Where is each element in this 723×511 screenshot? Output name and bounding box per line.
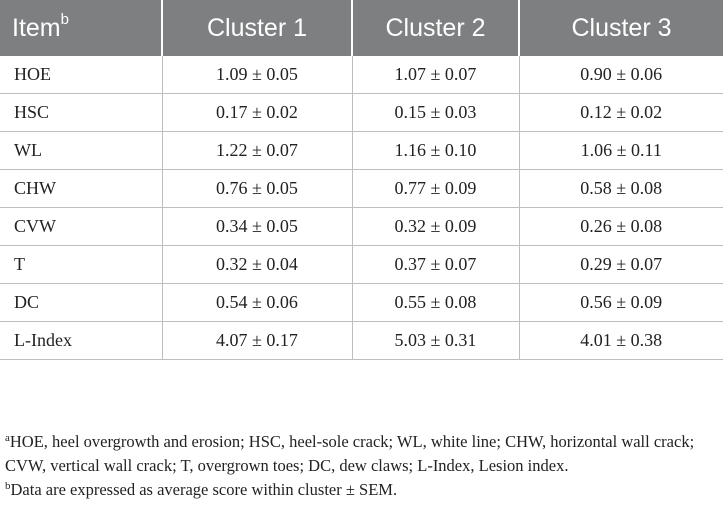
cluster-3-value: 0.56 ± 0.09 — [519, 283, 723, 322]
table-row: CHW 0.76 ± 0.05 0.77 ± 0.09 0.58 ± 0.08 — [0, 169, 723, 208]
table-header: Itemb Cluster 1 Cluster 2 Cluster 3 — [0, 0, 723, 56]
header-cluster-1: Cluster 1 — [162, 0, 353, 56]
cluster-1-value: 1.22 ± 0.07 — [162, 131, 353, 170]
cluster-2-value: 0.37 ± 0.07 — [352, 245, 520, 284]
cluster-3-value: 0.12 ± 0.02 — [519, 93, 723, 132]
table-row: WL 1.22 ± 0.07 1.16 ± 0.10 1.06 ± 0.11 — [0, 131, 723, 170]
cluster-1-value: 0.32 ± 0.04 — [162, 245, 353, 284]
cluster-3-value: 4.01 ± 0.38 — [519, 321, 723, 360]
table-row: CVW 0.34 ± 0.05 0.32 ± 0.09 0.26 ± 0.08 — [0, 207, 723, 246]
cluster-3-value: 0.90 ± 0.06 — [519, 56, 723, 94]
table-footnotes: aHOE, heel overgrowth and erosion; HSC, … — [5, 430, 721, 502]
table-body: HOE 1.09 ± 0.05 1.07 ± 0.07 0.90 ± 0.06 … — [0, 56, 723, 360]
footnote-b-mark: b — [5, 480, 11, 492]
table-row: HSC 0.17 ± 0.02 0.15 ± 0.03 0.12 ± 0.02 — [0, 93, 723, 132]
cluster-1-value: 4.07 ± 0.17 — [162, 321, 353, 360]
table-row: L-Index 4.07 ± 0.17 5.03 ± 0.31 4.01 ± 0… — [0, 321, 723, 360]
cluster-2-value: 1.07 ± 0.07 — [352, 56, 520, 94]
header-row: Itemb Cluster 1 Cluster 2 Cluster 3 — [0, 0, 723, 56]
header-cluster-2: Cluster 2 — [352, 0, 520, 56]
cluster-1-value: 0.76 ± 0.05 — [162, 169, 353, 208]
cluster-2-value: 5.03 ± 0.31 — [352, 321, 520, 360]
header-item-footnote-mark: b — [60, 10, 69, 28]
row-item: T — [0, 245, 163, 284]
footnote-a-mark: a — [5, 432, 10, 444]
row-item: DC — [0, 283, 163, 322]
row-item: L-Index — [0, 321, 163, 360]
cluster-1-value: 0.17 ± 0.02 — [162, 93, 353, 132]
row-item: HOE — [0, 56, 163, 94]
cluster-3-value: 1.06 ± 0.11 — [519, 131, 723, 170]
cluster-score-table: Itemb Cluster 1 Cluster 2 Cluster 3 HOE … — [0, 0, 723, 360]
row-item: CVW — [0, 207, 163, 246]
row-item: WL — [0, 131, 163, 170]
row-item: HSC — [0, 93, 163, 132]
cluster-2-value: 0.15 ± 0.03 — [352, 93, 520, 132]
cluster-1-value: 0.54 ± 0.06 — [162, 283, 353, 322]
table-row: T 0.32 ± 0.04 0.37 ± 0.07 0.29 ± 0.07 — [0, 245, 723, 284]
cluster-3-value: 0.58 ± 0.08 — [519, 169, 723, 208]
footnote-b: bData are expressed as average score wit… — [5, 478, 721, 502]
cluster-2-value: 0.77 ± 0.09 — [352, 169, 520, 208]
table-row: HOE 1.09 ± 0.05 1.07 ± 0.07 0.90 ± 0.06 — [0, 56, 723, 94]
row-item: CHW — [0, 169, 163, 208]
footnote-a-text: HOE, heel overgrowth and erosion; HSC, h… — [5, 432, 695, 475]
cluster-3-value: 0.29 ± 0.07 — [519, 245, 723, 284]
data-table-container: Itemb Cluster 1 Cluster 2 Cluster 3 HOE … — [0, 0, 723, 360]
cluster-2-value: 0.55 ± 0.08 — [352, 283, 520, 322]
header-cluster-3: Cluster 3 — [519, 0, 723, 56]
cluster-3-value: 0.26 ± 0.08 — [519, 207, 723, 246]
footnote-b-text: Data are expressed as average score with… — [10, 480, 398, 499]
header-item-label: Item — [12, 13, 61, 42]
cluster-2-value: 1.16 ± 0.10 — [352, 131, 520, 170]
cluster-1-value: 1.09 ± 0.05 — [162, 56, 353, 94]
footnote-a: aHOE, heel overgrowth and erosion; HSC, … — [5, 430, 721, 478]
header-item: Itemb — [0, 0, 163, 56]
cluster-1-value: 0.34 ± 0.05 — [162, 207, 353, 246]
cluster-2-value: 0.32 ± 0.09 — [352, 207, 520, 246]
table-row: DC 0.54 ± 0.06 0.55 ± 0.08 0.56 ± 0.09 — [0, 283, 723, 322]
